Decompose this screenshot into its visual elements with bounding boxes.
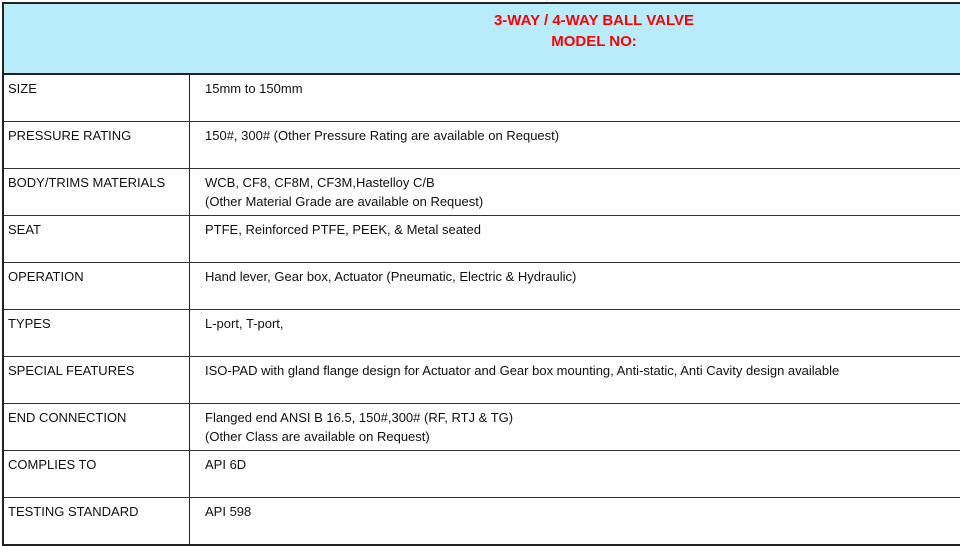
spec-value: Hand lever, Gear box, Actuator (Pneumati… <box>190 263 960 309</box>
table-header: 3-WAY / 4-WAY BALL VALVE MODEL NO: <box>4 4 960 75</box>
table-row: BODY/TRIMS MATERIALS WCB, CF8, CF8M, CF3M… <box>4 169 960 216</box>
spec-label: TESTING STANDARD <box>4 498 190 544</box>
table-row: END CONNECTION Flanged end ANSI B 16.5, 1… <box>4 404 960 451</box>
spec-label: TYPES <box>4 310 190 356</box>
spec-value-line: (Other Material Grade are available on R… <box>205 194 484 209</box>
table-row: SPECIAL FEATURES ISO-PAD with gland flang… <box>4 357 960 404</box>
table-row: SIZE 15mm to 150mm <box>4 75 960 122</box>
product-title: 3-WAY / 4-WAY BALL VALVE <box>493 12 695 29</box>
model-number-label: MODEL NO: <box>551 33 637 50</box>
spec-label: END CONNECTION <box>4 404 190 450</box>
spec-label: BODY/TRIMS MATERIALS <box>4 169 190 215</box>
spec-value-line: 15mm to 150mm <box>205 81 303 96</box>
spec-value: API 598 <box>190 498 960 544</box>
spec-value: PTFE, Reinforced PTFE, PEEK, & Metal sea… <box>190 216 960 262</box>
spec-value-line: ISO-PAD with gland flange design for Act… <box>205 363 840 378</box>
spec-label: SIZE <box>4 75 190 121</box>
spec-label: COMPLIES TO <box>4 451 190 497</box>
spec-value: 15mm to 150mm <box>190 75 960 121</box>
spec-value: L-port, T-port, <box>190 310 960 356</box>
spec-value-line: Hand lever, Gear box, Actuator (Pneumati… <box>205 269 577 284</box>
spec-value: API 6D <box>190 451 960 497</box>
spec-value-line: WCB, CF8, CF8M, CF3M,Hastelloy C/B <box>205 175 435 190</box>
spec-value-line: API 598 <box>205 504 252 519</box>
spec-value-line: Flanged end ANSI B 16.5, 150#,300# (RF, … <box>205 410 514 425</box>
spec-label: OPERATION <box>4 263 190 309</box>
spec-label: SEAT <box>4 216 190 262</box>
spec-value-line: 150#, 300# (Other Pressure Rating are av… <box>205 128 560 143</box>
spec-label: PRESSURE RATING <box>4 122 190 168</box>
spec-value: Flanged end ANSI B 16.5, 150#,300# (RF, … <box>190 404 960 450</box>
spec-value-line: L-port, T-port, <box>205 316 284 331</box>
table-row: OPERATION Hand lever, Gear box, Actuator … <box>4 263 960 310</box>
table-row: TYPES L-port, T-port, <box>4 310 960 357</box>
table-row: COMPLIES TO API 6D <box>4 451 960 498</box>
spec-value: WCB, CF8, CF8M, CF3M,Hastelloy C/B (Other… <box>190 169 960 215</box>
table-row: SEAT PTFE, Reinforced PTFE, PEEK, & Metal… <box>4 216 960 263</box>
spec-label: SPECIAL FEATURES <box>4 357 190 403</box>
spec-value-line: (Other Class are available on Request) <box>205 429 430 444</box>
spec-value-line: PTFE, Reinforced PTFE, PEEK, & Metal sea… <box>205 222 481 237</box>
spec-value-line: API 6D <box>205 457 247 472</box>
table-row: PRESSURE RATING 150#, 300# (Other Pressur… <box>4 122 960 169</box>
table-row: TESTING STANDARD API 598 <box>4 498 960 544</box>
spec-value: 150#, 300# (Other Pressure Rating are av… <box>190 122 960 168</box>
spec-value: ISO-PAD with gland flange design for Act… <box>190 357 960 403</box>
